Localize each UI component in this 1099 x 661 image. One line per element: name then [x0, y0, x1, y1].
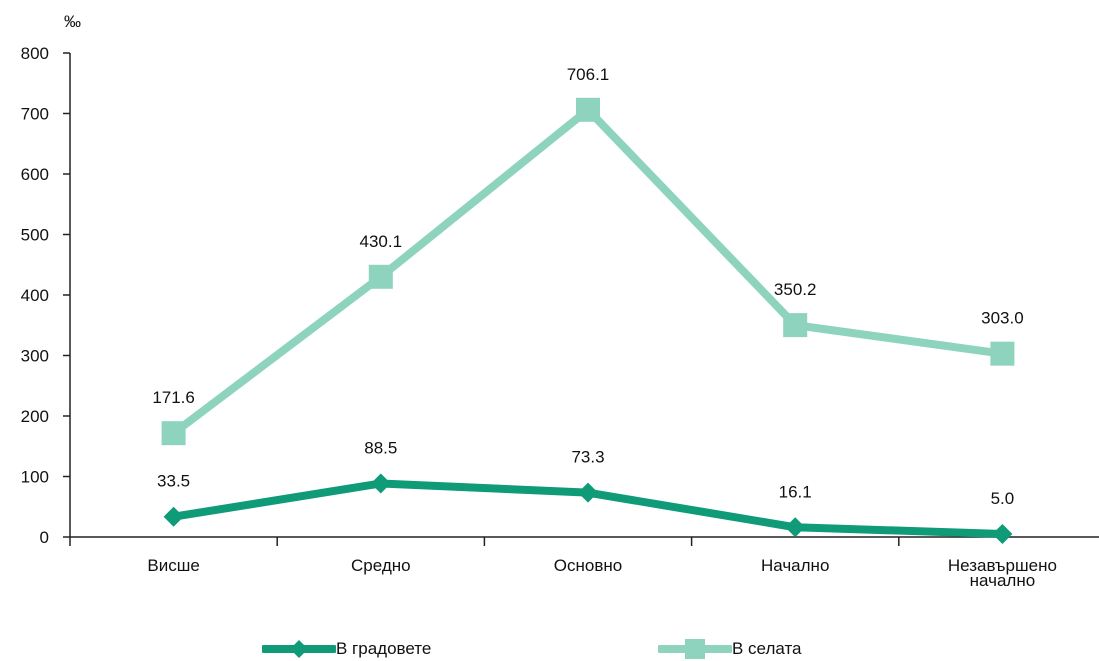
data-label-cities: 16.1 — [779, 482, 812, 501]
legend-label-cities: В градовете — [336, 638, 432, 658]
y-tick-label: 200 — [21, 407, 49, 426]
x-tick-label: Незавършено начално — [948, 556, 1057, 590]
data-point-cities — [163, 506, 184, 527]
data-point-villages — [368, 264, 393, 289]
line-chart: ‰ 0 100 200 300 400 500 600 700 800 Висше Средно Ос… — [21, 12, 1099, 590]
data-point-villages — [783, 313, 808, 338]
y-tick-label: 600 — [21, 165, 49, 184]
legend-swatch-cities — [262, 639, 336, 658]
y-tick-label: 800 — [21, 44, 49, 63]
y-tick-label: 100 — [21, 468, 49, 487]
y-tick-label: 400 — [21, 286, 49, 305]
data-label-cities: 88.5 — [364, 438, 397, 457]
y-axis-unit-label: ‰ — [64, 12, 81, 31]
data-label-villages: 303.0 — [981, 309, 1024, 328]
data-point-villages — [576, 97, 600, 122]
series-line-villages — [169, 105, 1007, 438]
data-point-villages — [990, 341, 1015, 366]
data-label-cities: 5.0 — [991, 489, 1015, 508]
data-label-cities: 73.3 — [571, 448, 604, 467]
y-tick-label: 700 — [21, 105, 49, 124]
legend-item-cities: В градовете — [262, 636, 431, 661]
data-label-villages: 171.6 — [152, 388, 195, 407]
data-label-villages: 706.1 — [567, 65, 610, 84]
legend-item-villages: В селата — [658, 636, 802, 661]
y-tick-label: 300 — [21, 347, 49, 366]
data-label-villages: 350.2 — [774, 280, 817, 299]
data-label-villages: 430.1 — [360, 232, 403, 251]
y-tick-label: 500 — [21, 226, 49, 245]
data-point-cities — [992, 523, 1013, 544]
legend: В градовете В селата — [0, 636, 1099, 661]
y-tick-label: 0 — [40, 528, 49, 547]
x-tick-label: Начално — [761, 556, 829, 575]
legend-label-villages: В селата — [732, 638, 802, 658]
x-tick-label: Основно — [554, 556, 622, 575]
data-point-cities — [578, 482, 598, 503]
x-tick-label: Висше — [147, 556, 199, 575]
data-label-cities: 33.5 — [157, 472, 190, 491]
data-point-cities — [370, 473, 391, 494]
data-point-cities — [785, 517, 806, 538]
data-point-villages — [161, 421, 186, 446]
x-tick-label: Средно — [351, 556, 411, 575]
legend-swatch-villages — [658, 638, 732, 659]
